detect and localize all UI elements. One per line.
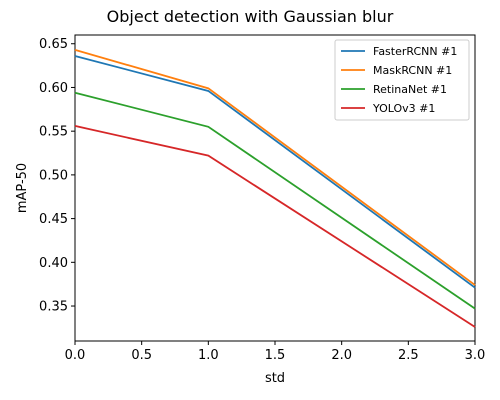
legend-label-2: RetinaNet #1	[373, 83, 447, 96]
x-tick-label: 0.5	[131, 348, 152, 363]
x-axis-label: std	[265, 371, 285, 386]
y-tick-label: 0.40	[39, 256, 68, 271]
y-tick-label: 0.45	[39, 212, 68, 227]
series-line-2	[74, 91, 476, 310]
y-tick-label: 0.60	[39, 81, 68, 96]
x-tick-label: 3.0	[465, 348, 486, 363]
x-tick-label: 0.0	[65, 348, 86, 363]
legend-box	[334, 39, 470, 121]
legend: FasterRCNN #1 MaskRCNN #1 RetinaNet #1 YOLO…	[334, 39, 470, 121]
legend-label-1: MaskRCNN #1	[373, 64, 452, 77]
x-tick-label: 1.0	[198, 348, 219, 363]
x-tick-label: 1.5	[265, 348, 286, 363]
y-tick-label: 0.35	[39, 300, 68, 315]
legend-label-3: YOLOv3 #1	[372, 102, 435, 115]
y-tick-label: 0.65	[39, 37, 68, 52]
y-tick-label: 0.55	[39, 125, 68, 140]
series-line-0	[74, 55, 476, 289]
x-tick-label: 2.0	[331, 348, 352, 363]
y-axis-label: mAP-50	[15, 163, 30, 213]
series-line-1	[74, 48, 476, 286]
chart-title: Object detection with Gaussian blur	[107, 7, 394, 26]
y-tick-label: 0.50	[39, 168, 68, 183]
x-tick-label: 2.5	[398, 348, 419, 363]
legend-label-0: FasterRCNN #1	[373, 45, 457, 58]
series-line-3	[74, 125, 476, 328]
